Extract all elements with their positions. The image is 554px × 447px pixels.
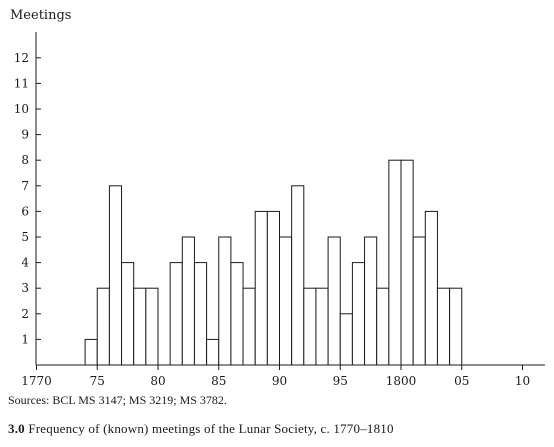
bar-1786 [230,262,244,366]
y-tick-label-11: 11 [14,76,29,90]
x-tick-label-75: 75 [90,374,105,388]
y-tick-label-10: 10 [14,102,29,116]
figure-caption-text: Frequency of (known) meetings of the Lun… [28,421,394,436]
bar-1791 [291,185,305,366]
bars-group [84,159,463,366]
x-tick-label-1770: 1770 [21,374,52,388]
x-tick-label-85: 85 [211,374,226,388]
bar-1788 [254,210,268,366]
bar-1798 [376,287,390,366]
bar-1797 [364,236,378,366]
bar-1800 [400,159,414,366]
y-tick-label-3: 3 [21,281,29,295]
bar-1795 [339,313,353,366]
y-tick-label-2: 2 [21,307,29,321]
bar-1783 [193,262,208,366]
y-tick-label-6: 6 [21,204,29,218]
x-tick-label-10: 10 [515,374,530,388]
x-tick-label-95: 95 [333,374,348,388]
y-tick-label-5: 5 [21,230,29,244]
bar-1779 [145,287,159,366]
bar-1787 [242,287,256,366]
bar-1796 [351,262,366,366]
bar-1784 [206,338,220,366]
y-tick-label-7: 7 [21,179,29,193]
x-tick-label-90: 90 [272,374,287,388]
x-tick-label-80: 80 [150,374,165,388]
bar-1803 [436,287,451,366]
bar-1789 [266,210,281,366]
bar-1774 [84,338,98,366]
x-axis: 1770 75 80 85 90 95 1800 05 10 [21,364,545,388]
bar-1801 [412,236,426,366]
x-tick-label-1800: 1800 [386,374,417,388]
bar-1790 [279,236,293,366]
figure-caption: 3.0 Frequency of (known) meetings of the… [8,421,394,437]
y-tick-label-8: 8 [21,153,29,167]
bar-1781 [169,262,183,366]
sources-note: Sources: BCL MS 3147; MS 3219; MS 3782. [8,393,227,407]
bar-1794 [327,236,341,366]
bar-1793 [315,287,329,366]
bar-1799 [388,159,402,366]
bar-1778 [133,287,147,366]
bar-1782 [181,236,195,366]
bar-1802 [424,210,438,366]
y-tick-label-9: 9 [21,128,29,142]
y-tick-label-12: 12 [14,51,29,65]
y-axis-label: Meetings [10,8,71,23]
y-tick-label-4: 4 [21,256,29,270]
bar-1785 [218,236,232,366]
bar-1776 [108,185,123,366]
bar-1792 [303,287,317,366]
figure-number: 3.0 [8,421,25,436]
y-tick-label-1: 1 [21,332,29,346]
x-tick-label-05: 05 [454,374,469,388]
bar-1804 [449,287,463,366]
bar-1777 [121,262,135,366]
bar-1775 [96,287,110,366]
